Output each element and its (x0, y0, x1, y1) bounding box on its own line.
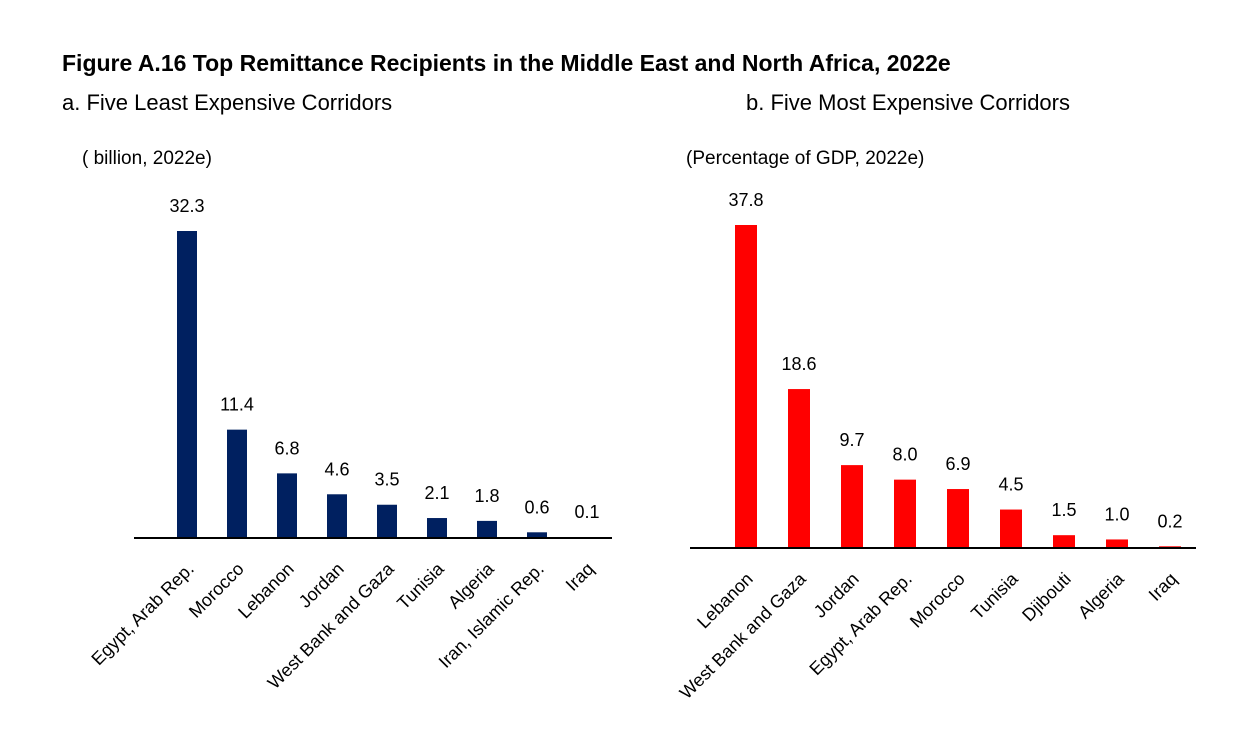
chart-a-value-label: 3.5 (374, 470, 399, 490)
chart-a-bar (277, 473, 297, 538)
chart-b-bar (894, 479, 916, 548)
panel-b-unit-label: (Percentage of GDP, 2022e) (686, 148, 925, 169)
chart-a-value-label: 4.6 (324, 459, 349, 479)
chart-a-value-label: 6.8 (274, 438, 299, 458)
chart-b-bar (841, 465, 863, 548)
chart-b-bar (1000, 509, 1022, 548)
panel-b-title: b. Five Most Expensive Corridors (746, 90, 1070, 115)
chart-b-category-label: Algeria (1074, 568, 1128, 622)
chart-a-value-label: 0.6 (524, 497, 549, 517)
chart-b-value-label: 1.0 (1104, 504, 1129, 524)
chart-b-bar (1106, 539, 1128, 548)
figure-title: Figure A.16 Top Remittance Recipients in… (62, 50, 951, 76)
chart-b-value-label: 0.2 (1157, 511, 1182, 531)
chart-b-bar (788, 389, 810, 548)
chart-b-category-label: Jordan (810, 569, 863, 622)
chart-b-value-label: 8.0 (892, 445, 917, 465)
chart-b-value-label: 9.7 (839, 430, 864, 450)
chart-a-value-label: 32.3 (169, 196, 204, 216)
chart-b-category-label: Iraq (1145, 569, 1181, 605)
chart-b-bar (947, 489, 969, 548)
panel-a-unit-label: ( billion, 2022e) (82, 148, 212, 169)
chart-a-bar (377, 504, 397, 538)
chart-b-value-label: 37.8 (728, 190, 763, 210)
chart-a-bar (227, 429, 247, 538)
chart-b-bar (1053, 535, 1075, 548)
chart-b-category-label: Djibouti (1018, 569, 1075, 626)
chart-b-value-label: 6.9 (945, 454, 970, 474)
chart-b-category-label: Egypt, Arab Rep. (805, 569, 915, 679)
chart-a-value-label: 1.8 (474, 486, 499, 506)
chart-a-value-label: 11.4 (220, 395, 254, 415)
chart-b-value-label: 4.5 (998, 475, 1023, 495)
chart-b-category-label: Morocco (906, 569, 969, 632)
chart-b-value-label: 1.5 (1051, 500, 1076, 520)
chart-a-bar (527, 532, 547, 538)
chart-a-value-label: 2.1 (424, 483, 449, 503)
chart-b-value-label: 18.6 (781, 354, 816, 374)
panel-a-title: a. Five Least Expensive Corridors (62, 90, 393, 115)
chart-a-bar (177, 231, 197, 538)
chart-a-bar (327, 494, 347, 538)
chart-a-bar (477, 520, 497, 538)
chart-b-bar (735, 225, 757, 548)
chart-a-bar (427, 518, 447, 538)
chart-b-category-label: Tunisia (967, 568, 1022, 623)
chart-a-value-label: 0.1 (574, 502, 599, 522)
